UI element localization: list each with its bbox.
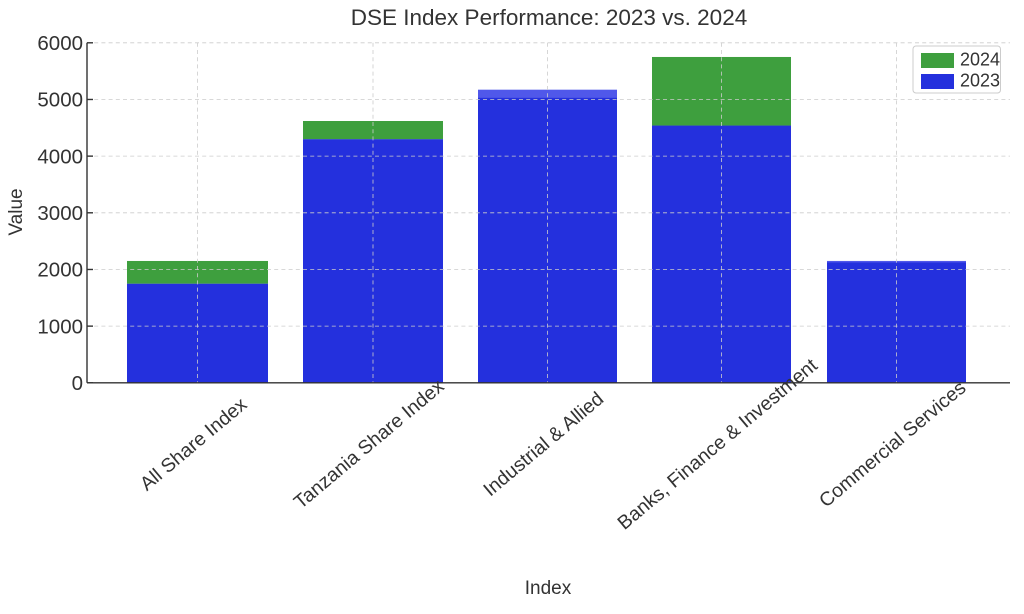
svg-text:2000: 2000 — [37, 259, 83, 282]
svg-text:6000: 6000 — [37, 32, 83, 55]
svg-text:Commercial Services: Commercial Services — [815, 377, 970, 512]
svg-text:Industrial & Allied: Industrial & Allied — [479, 388, 608, 501]
svg-text:2024: 2024 — [960, 50, 1000, 70]
svg-text:5000: 5000 — [37, 89, 83, 112]
svg-text:1000: 1000 — [37, 315, 83, 338]
svg-text:2023: 2023 — [960, 71, 1000, 91]
svg-text:4000: 4000 — [37, 145, 83, 168]
svg-text:0: 0 — [72, 372, 83, 395]
svg-text:All Share Index: All Share Index — [136, 393, 252, 495]
svg-text:Tanzania Share Index: Tanzania Share Index — [290, 375, 449, 513]
svg-text:Value: Value — [6, 188, 27, 235]
svg-text:DSE Index Performance: 2023 vs: DSE Index Performance: 2023 vs. 2024 — [351, 5, 747, 30]
svg-text:3000: 3000 — [37, 202, 83, 225]
svg-text:Index: Index — [525, 578, 572, 599]
